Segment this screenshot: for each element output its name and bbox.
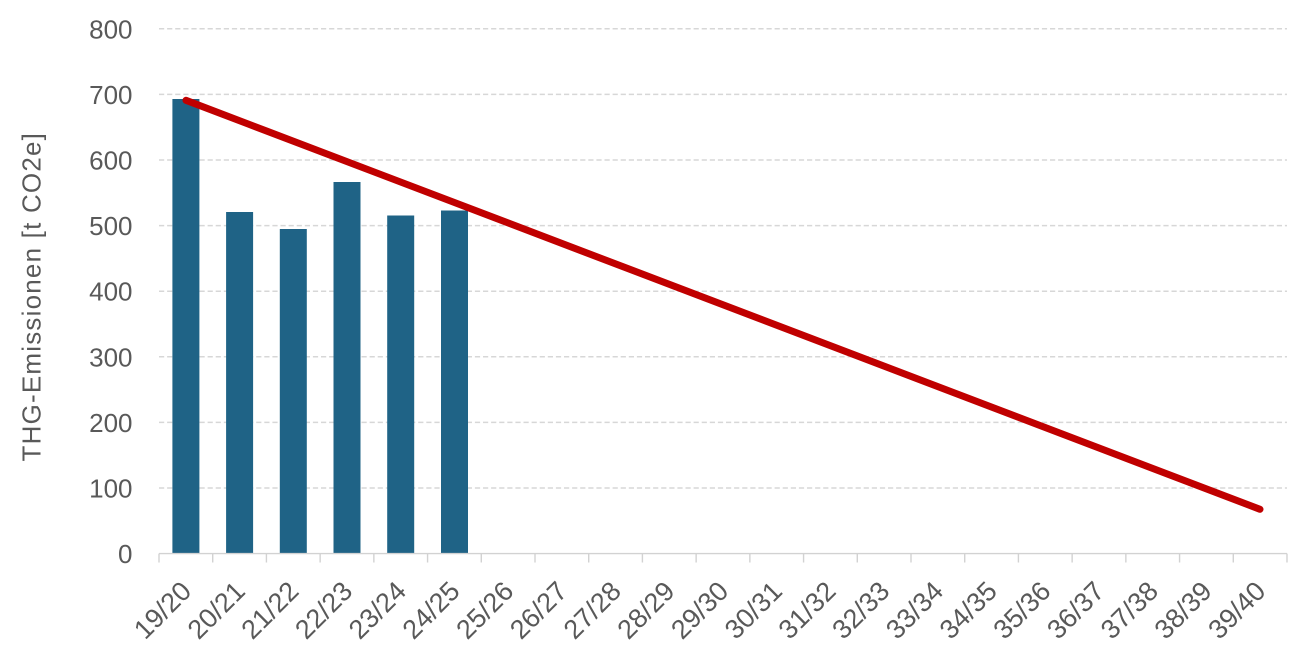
svg-text:800: 800: [89, 14, 132, 44]
svg-text:600: 600: [89, 146, 132, 176]
svg-text:500: 500: [89, 211, 132, 241]
svg-text:0: 0: [118, 539, 132, 569]
svg-text:200: 200: [89, 408, 132, 438]
svg-text:300: 300: [89, 342, 132, 372]
svg-text:THG-Emissionen [t CO2e]: THG-Emissionen [t CO2e]: [17, 132, 47, 462]
svg-text:100: 100: [89, 474, 132, 504]
svg-text:700: 700: [89, 80, 132, 110]
svg-text:400: 400: [89, 277, 132, 307]
